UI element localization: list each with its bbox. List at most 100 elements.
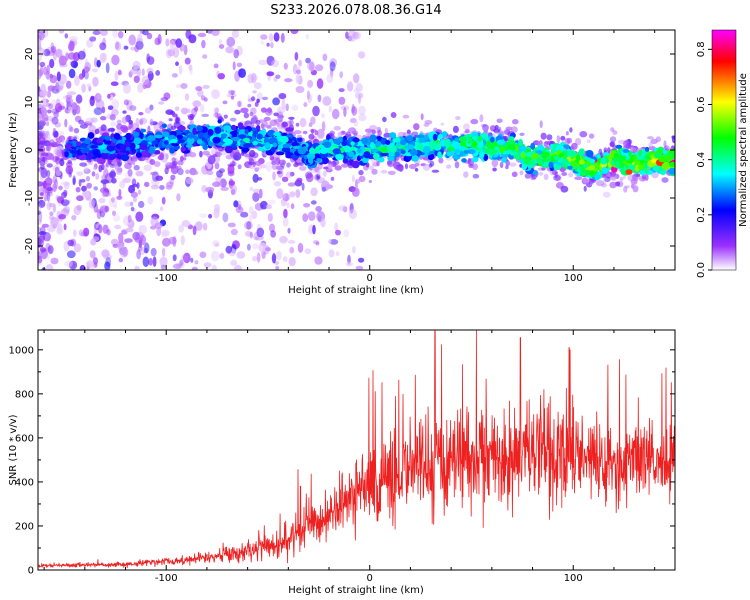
spectrogram-noise-cell xyxy=(41,223,49,228)
spectrogram-ridge-cell xyxy=(671,150,675,158)
spectrogram-noise-cell xyxy=(146,56,155,65)
spectrogram-halo-cell xyxy=(546,134,553,141)
spectrogram-halo-cell xyxy=(171,157,176,163)
spectrogram-noise-cell xyxy=(162,237,171,247)
spectrogram-ridge-cell xyxy=(139,144,148,151)
spectrogram-noise-cell xyxy=(321,113,325,119)
spectrogram-noise-cell xyxy=(58,214,66,220)
spectrogram-ridge-cell xyxy=(177,125,186,131)
spectrogram-halo-cell xyxy=(293,130,302,135)
snr-frame xyxy=(37,329,676,571)
spectrogram-halo-cell xyxy=(170,174,176,180)
spectrogram-ridge-cell xyxy=(188,132,193,139)
spectrogram-ridge-cell xyxy=(285,127,294,132)
spectrogram-ridge-cell xyxy=(154,134,163,139)
spectrogram-noise-cell xyxy=(289,191,296,198)
spectrogram-noise-cell xyxy=(295,86,305,93)
spectrogram-halo-cell xyxy=(623,185,628,193)
spectrogram-noise-cell xyxy=(148,258,153,266)
spectrogram-halo-cell xyxy=(582,178,590,184)
spectrogram-ridge-cell xyxy=(399,139,407,146)
spectrogram-halo-cell xyxy=(482,124,489,132)
spectrogram-noise-cell xyxy=(103,168,109,179)
spectrogram-noise-cell xyxy=(129,68,139,75)
spectrogram-noise-cell xyxy=(276,250,282,261)
spectrogram-noise-cell xyxy=(201,184,207,193)
spectrogram-noise-cell xyxy=(78,73,84,80)
spectrogram-noise-cell xyxy=(38,35,41,45)
spectrogram-halo-cell xyxy=(252,90,257,94)
spectrogram-noise-cell xyxy=(175,165,182,170)
spectrogram-halo-cell xyxy=(463,123,470,131)
spectrogram-ridge-cell xyxy=(661,162,670,171)
spectrogram-halo-cell xyxy=(130,191,139,198)
spectrogram-noise-cell xyxy=(81,83,86,93)
spectrogram-halo-cell xyxy=(610,175,617,181)
spectrogram-noise-cell xyxy=(70,60,79,68)
spectrogram-ridge-cell xyxy=(122,136,127,141)
spectrogram-halo-cell xyxy=(121,116,128,124)
spectrogram-noise-cell xyxy=(100,116,107,121)
y-tick-label: 400 xyxy=(15,477,34,488)
spectrogram-noise-cell xyxy=(335,251,340,257)
spectrogram-ridge-cell xyxy=(644,154,651,160)
spectrogram-noise-cell xyxy=(314,256,323,265)
x-tick-label: 0 xyxy=(367,273,373,284)
spectrogram-noise-cell xyxy=(227,164,235,175)
spectrogram-halo-cell xyxy=(127,168,133,177)
spectrogram-ridge-cell xyxy=(409,149,418,156)
spectrogram-noise-cell xyxy=(43,48,51,57)
spectrogram-halo-cell xyxy=(365,162,370,168)
spectrogram-noise-cell xyxy=(315,206,322,212)
spectrogram-noise-cell xyxy=(55,48,63,58)
spectrogram-noise-cell xyxy=(93,261,98,268)
spectrogram-noise-cell xyxy=(41,113,49,122)
spectrogram-ridge-cell xyxy=(231,136,240,142)
spectrogram-noise-cell xyxy=(41,104,46,116)
spectrogram-halo-cell xyxy=(150,171,158,176)
spectrogram-noise-cell xyxy=(240,107,249,114)
spectrogram-ridge-cell xyxy=(385,140,391,145)
spectrogram-noise-cell xyxy=(190,257,194,263)
spectrogram-halo-cell xyxy=(263,116,271,121)
spectrogram-halo-cell xyxy=(57,138,63,143)
spectrogram-noise-cell xyxy=(83,227,90,237)
spectrogram-halo-cell xyxy=(509,162,517,167)
spectrogram-halo-cell xyxy=(79,162,87,167)
spectrogram-noise-cell xyxy=(92,68,98,73)
spectrogram-ridge-cell xyxy=(530,152,540,160)
spectrogram-halo-cell xyxy=(369,125,377,130)
spectrogram-noise-cell xyxy=(192,100,202,108)
spectrogram-noise-cell xyxy=(181,254,189,261)
spectrogram-noise-cell xyxy=(102,224,109,234)
spectrogram-noise-cell xyxy=(86,260,94,268)
spectrogram-noise-cell xyxy=(240,211,249,218)
spectrogram-ridge-cell xyxy=(90,145,98,149)
spectrogram-halo-cell xyxy=(413,123,420,131)
spectrogram-noise-cell xyxy=(137,33,143,44)
spectrogram-noise-cell xyxy=(265,161,273,172)
spectrogram-noise-cell xyxy=(279,236,288,243)
spectrogram-halo-cell xyxy=(619,176,624,182)
spectrogram-noise-cell xyxy=(275,74,281,79)
spectrogram-noise-cell xyxy=(110,121,117,127)
spectrogram-noise-cell xyxy=(334,165,342,171)
spectrogram-noise-cell xyxy=(289,171,295,177)
spectrogram-halo-cell xyxy=(249,149,256,158)
spectrogram-noise-cell xyxy=(252,192,260,202)
spectrogram-ridge-cell xyxy=(256,133,263,140)
spectrogram-ridge-cell xyxy=(559,152,565,157)
spectrogram-noise-cell xyxy=(51,99,57,108)
spectrogram-ridge-cell xyxy=(281,146,291,153)
spectrogram-ridge-cell xyxy=(553,155,560,160)
spectrogram-noise-cell xyxy=(95,99,105,110)
spectrogram-halo-cell xyxy=(409,163,417,170)
spectrogram-halo-cell xyxy=(560,135,566,141)
spectrogram-noise-cell xyxy=(302,213,309,223)
spectrogram-noise-cell xyxy=(283,208,288,219)
spectrogram-noise-cell xyxy=(307,93,313,104)
spectrogram-ridge-cell xyxy=(147,135,156,142)
spectrogram-halo-cell xyxy=(180,155,184,162)
spectrogram-noise-cell xyxy=(116,119,122,125)
spectrogram-ridge-cell xyxy=(451,141,461,150)
